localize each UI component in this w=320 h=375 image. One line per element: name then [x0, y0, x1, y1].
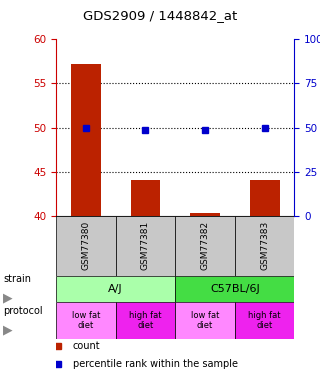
- Text: C57BL/6J: C57BL/6J: [210, 284, 260, 294]
- Text: low fat
diet: low fat diet: [72, 311, 100, 330]
- Text: ▶: ▶: [3, 324, 13, 336]
- Text: percentile rank within the sample: percentile rank within the sample: [73, 359, 238, 369]
- Text: count: count: [73, 341, 100, 351]
- Text: protocol: protocol: [3, 306, 43, 316]
- Text: high fat
diet: high fat diet: [129, 311, 162, 330]
- Text: GSM77382: GSM77382: [201, 221, 210, 270]
- Text: low fat
diet: low fat diet: [191, 311, 219, 330]
- Bar: [56, 302, 116, 339]
- Text: high fat
diet: high fat diet: [248, 311, 281, 330]
- Bar: [235, 302, 294, 339]
- Bar: [190, 213, 220, 216]
- Bar: [175, 276, 294, 302]
- Bar: [175, 216, 235, 276]
- Text: GSM77380: GSM77380: [81, 221, 90, 270]
- Text: strain: strain: [3, 274, 31, 284]
- Bar: [56, 216, 116, 276]
- Bar: [235, 216, 294, 276]
- Text: GDS2909 / 1448842_at: GDS2909 / 1448842_at: [83, 9, 237, 22]
- Bar: [71, 64, 101, 216]
- Text: A/J: A/J: [108, 284, 123, 294]
- Bar: [250, 180, 279, 216]
- Text: GSM77381: GSM77381: [141, 221, 150, 270]
- Bar: [131, 180, 160, 216]
- Text: GSM77383: GSM77383: [260, 221, 269, 270]
- Bar: [56, 276, 175, 302]
- Bar: [116, 216, 175, 276]
- Bar: [116, 302, 175, 339]
- Bar: [175, 302, 235, 339]
- Text: ▶: ▶: [3, 292, 13, 304]
